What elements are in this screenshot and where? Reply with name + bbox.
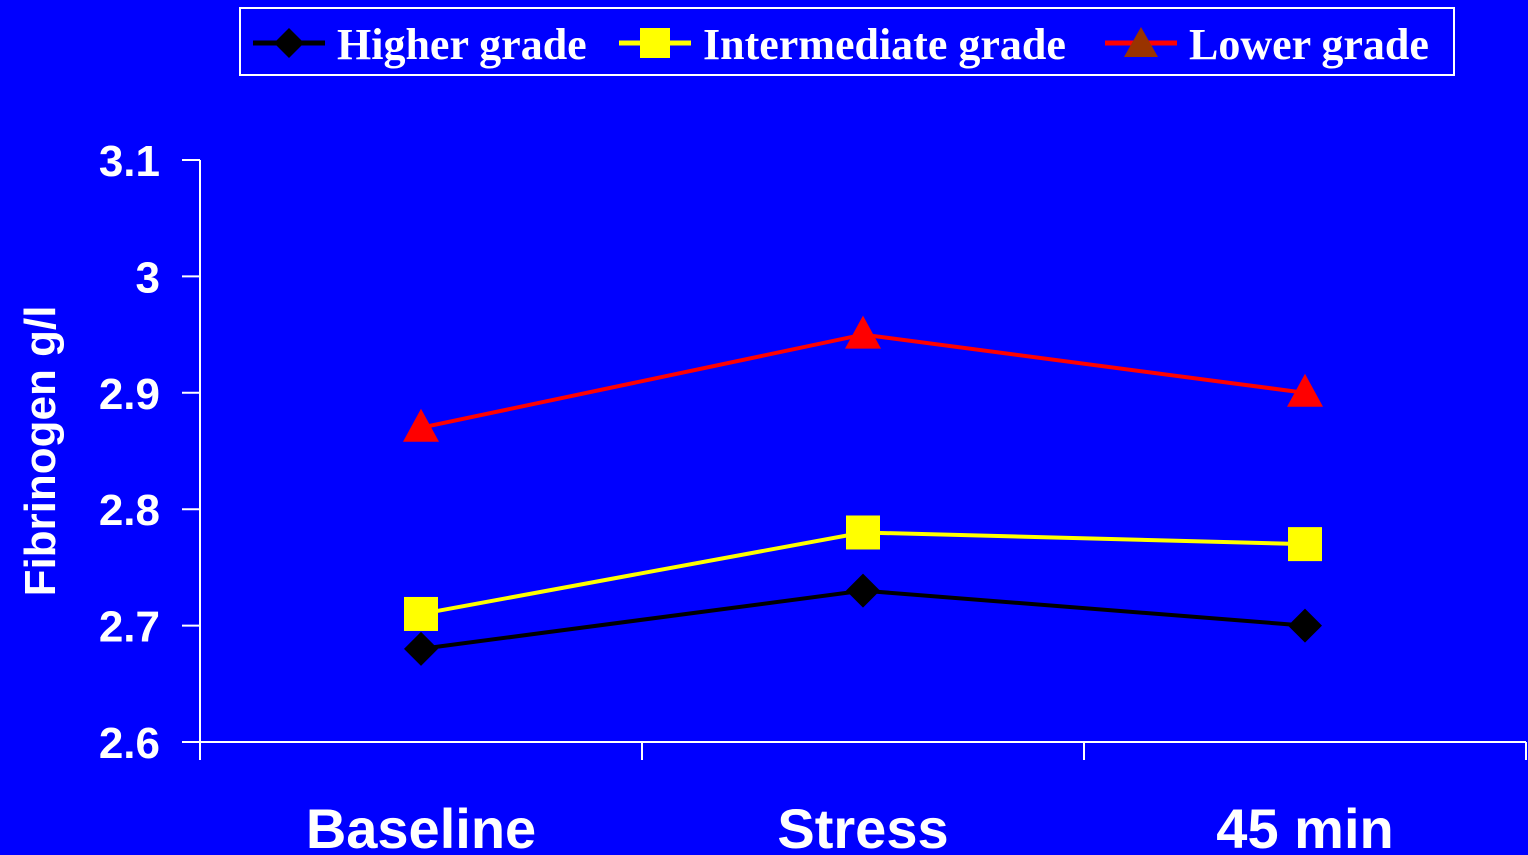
legend-entry-intermediate-grade: Intermediate grade bbox=[619, 20, 1066, 69]
y-tick-label: 2.8 bbox=[99, 486, 160, 535]
x-category-label: Baseline bbox=[306, 797, 536, 855]
data-point-triangle bbox=[403, 408, 439, 442]
legend-marker-diamond-icon bbox=[274, 28, 304, 58]
legend-marker-square-icon bbox=[640, 28, 670, 58]
data-point-diamond bbox=[1288, 608, 1322, 643]
y-ticks: 3.1 3 2.9 2.8 2.7 2.6 bbox=[99, 137, 200, 768]
series-higher-grade bbox=[404, 573, 1322, 666]
data-point-square bbox=[404, 596, 438, 631]
data-point-diamond bbox=[404, 631, 438, 666]
x-ticks: Baseline Stress 45 min bbox=[199, 742, 1527, 855]
data-point-square bbox=[1288, 527, 1322, 562]
x-category-label: Stress bbox=[777, 797, 948, 855]
data-point-square bbox=[846, 515, 880, 550]
data-point-triangle bbox=[845, 315, 881, 349]
series-intermediate-grade bbox=[404, 515, 1322, 631]
legend-label-lower-grade: Lower grade bbox=[1189, 20, 1429, 69]
legend: Higher grade Intermediate grade Lower gr… bbox=[239, 7, 1455, 76]
legend-label-higher-grade: Higher grade bbox=[337, 20, 587, 69]
x-category-label: 45 min bbox=[1216, 797, 1393, 855]
series-lower-grade bbox=[403, 315, 1323, 442]
y-tick-label: 3.1 bbox=[99, 137, 160, 186]
legend-label-intermediate-grade: Intermediate grade bbox=[703, 20, 1066, 69]
legend-marker-triangle-icon bbox=[1124, 27, 1158, 57]
legend-entry-higher-grade: Higher grade bbox=[253, 20, 587, 69]
y-tick-label: 2.9 bbox=[99, 370, 160, 419]
data-point-triangle bbox=[1287, 373, 1323, 407]
data-point-diamond bbox=[846, 573, 880, 608]
y-tick-label: 3 bbox=[136, 253, 160, 302]
y-tick-label: 2.7 bbox=[99, 603, 160, 652]
legend-entry-lower-grade: Lower grade bbox=[1105, 20, 1429, 69]
y-axis-title: Fibrinogen g/l bbox=[16, 306, 65, 597]
series-layer bbox=[403, 315, 1323, 666]
y-tick-label: 2.6 bbox=[99, 719, 160, 768]
legend-box bbox=[239, 7, 1455, 76]
